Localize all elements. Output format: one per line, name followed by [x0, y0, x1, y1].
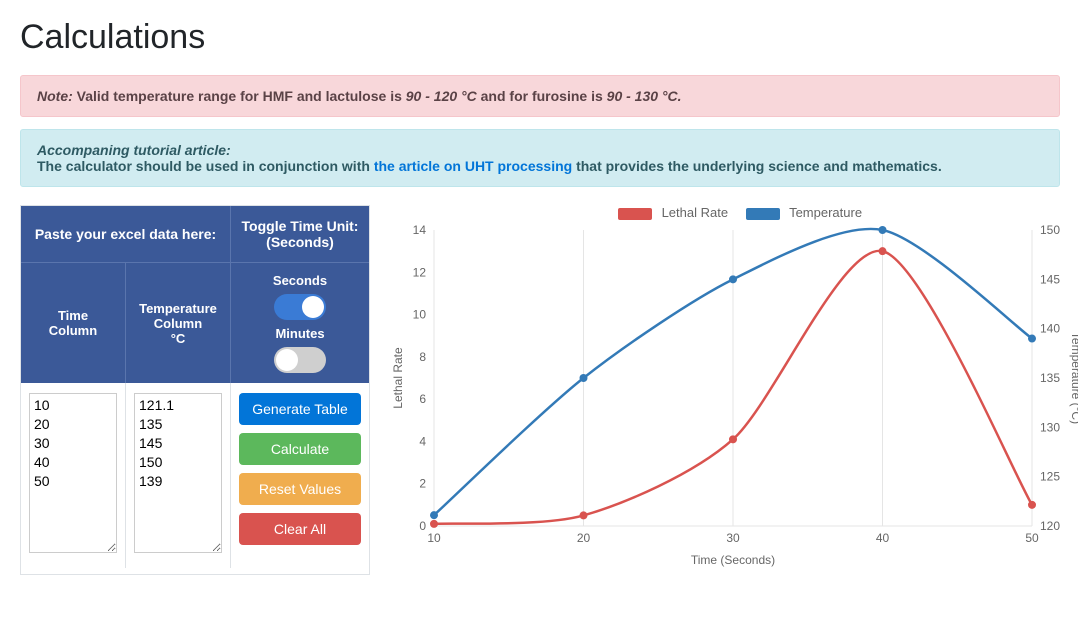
note-range-2: 90 - 130 °C. [607, 88, 682, 104]
input-panel: Paste your excel data here: Toggle Time … [20, 205, 370, 575]
chart-legend: Lethal Rate Temperature [388, 205, 1078, 220]
tutorial-alert: Accompaning tutorial article: The calcul… [20, 129, 1060, 187]
seconds-label: Seconds [273, 273, 327, 288]
svg-text:135: 135 [1040, 371, 1060, 385]
toggle-header-l2: (Seconds) [266, 234, 334, 250]
svg-text:6: 6 [419, 392, 426, 406]
svg-text:Temperature (°C): Temperature (°C) [1069, 332, 1078, 424]
svg-text:50: 50 [1025, 531, 1039, 545]
svg-text:10: 10 [427, 531, 441, 545]
tutorial-text-1: The calculator should be used in conjunc… [37, 158, 374, 174]
toggle-header-l1: Toggle Time Unit: [242, 218, 359, 234]
svg-text:150: 150 [1040, 223, 1060, 237]
svg-text:8: 8 [419, 350, 426, 364]
time-column-header: Time Column [21, 263, 126, 383]
note-prefix: Note: [37, 88, 73, 104]
seconds-toggle[interactable] [274, 294, 326, 320]
temp-col-l2: Column [154, 316, 202, 331]
note-alert: Note: Valid temperature range for HMF an… [20, 75, 1060, 117]
svg-text:125: 125 [1040, 470, 1060, 484]
note-range-1: 90 - 120 °C [406, 88, 477, 104]
svg-text:Time (Seconds): Time (Seconds) [691, 553, 775, 567]
legend-label-lethal: Lethal Rate [662, 205, 729, 220]
note-text-2: and for furosine is [477, 88, 607, 104]
time-col-l2: Column [49, 323, 97, 338]
temperature-input[interactable] [134, 393, 222, 553]
time-col-l1: Time [58, 308, 88, 323]
page-title: Calculations [20, 18, 1060, 57]
paste-header: Paste your excel data here: [21, 206, 231, 262]
temp-col-l3: °C [171, 331, 186, 346]
svg-text:145: 145 [1040, 272, 1060, 286]
clear-all-button[interactable]: Clear All [239, 513, 361, 545]
legend-label-temperature: Temperature [789, 205, 862, 220]
temp-column-header: Temperature Column °C [126, 263, 231, 383]
svg-text:120: 120 [1040, 519, 1060, 533]
time-input[interactable] [29, 393, 117, 553]
svg-text:14: 14 [413, 223, 427, 237]
legend-swatch-lethal [618, 208, 652, 220]
svg-text:140: 140 [1040, 322, 1060, 336]
svg-text:10: 10 [413, 308, 427, 322]
svg-text:30: 30 [726, 531, 740, 545]
tutorial-text-2: that provides the underlying science and… [572, 158, 942, 174]
chart-svg: 10 20 30 40 50 0 2 4 6 8 10 12 14 120 125 130 135 140 145 1… [388, 220, 1078, 570]
minutes-label: Minutes [275, 326, 324, 341]
chart-container: Lethal Rate Temperature 1020304050024681… [388, 205, 1078, 575]
tutorial-link[interactable]: the article on UHT processing [374, 158, 572, 174]
toggle-header: Toggle Time Unit: (Seconds) [231, 206, 369, 262]
svg-text:2: 2 [419, 477, 426, 491]
tutorial-heading: Accompaning tutorial article: [37, 142, 231, 158]
temp-col-l1: Temperature [139, 301, 217, 316]
svg-text:0: 0 [419, 519, 426, 533]
svg-text:12: 12 [413, 265, 427, 279]
generate-table-button[interactable]: Generate Table [239, 393, 361, 425]
calculate-button[interactable]: Calculate [239, 433, 361, 465]
svg-text:4: 4 [419, 434, 426, 448]
legend-swatch-temperature [746, 208, 780, 220]
svg-text:Lethal Rate: Lethal Rate [391, 347, 405, 409]
svg-text:130: 130 [1040, 420, 1060, 434]
svg-text:20: 20 [577, 531, 591, 545]
svg-text:40: 40 [876, 531, 890, 545]
note-text-1: Valid temperature range for HMF and lact… [73, 88, 406, 104]
minutes-toggle[interactable] [274, 347, 326, 373]
reset-values-button[interactable]: Reset Values [239, 473, 361, 505]
